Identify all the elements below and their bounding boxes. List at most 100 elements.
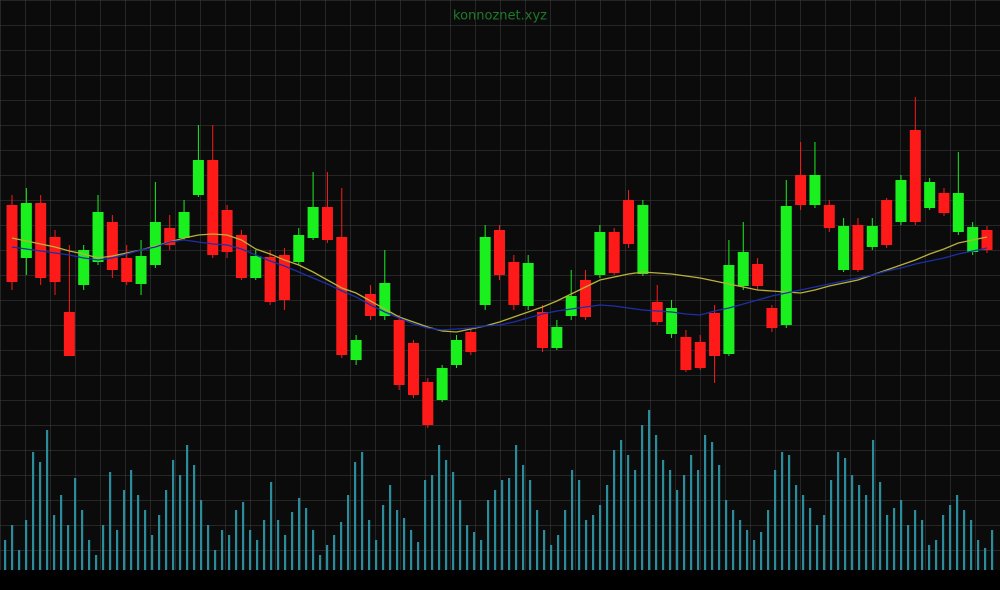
- volume-bar: [599, 505, 602, 570]
- volume-bar: [522, 465, 525, 570]
- volume-bar: [697, 470, 700, 570]
- volume-bar: [501, 480, 504, 570]
- volume-bar: [641, 425, 644, 570]
- candle-body: [92, 212, 104, 262]
- volume-bar: [326, 545, 329, 570]
- volume-bar: [312, 530, 315, 570]
- volume-bar: [340, 522, 343, 570]
- candle-body: [852, 225, 864, 270]
- volume-bar: [18, 550, 21, 570]
- volume-bar: [508, 478, 511, 570]
- volume-bar: [732, 510, 735, 570]
- candle-body: [823, 205, 835, 228]
- candle-body: [694, 342, 706, 368]
- volume-bar: [865, 495, 868, 570]
- volume-bar: [221, 530, 224, 570]
- volume-bar: [249, 530, 252, 570]
- volume-bar: [151, 535, 154, 570]
- volume-bar: [256, 540, 259, 570]
- volume-bar: [375, 540, 378, 570]
- candle-body: [465, 332, 477, 352]
- candle-body: [436, 368, 448, 400]
- candle-body: [623, 200, 635, 244]
- volume-bar: [627, 455, 630, 570]
- volume-bar: [473, 532, 476, 570]
- bottom-strip: [0, 570, 1000, 590]
- candle-body: [952, 193, 964, 232]
- volume-bar: [431, 475, 434, 570]
- volume-bar: [613, 450, 616, 570]
- volume-bar: [662, 460, 665, 570]
- volume-bar: [886, 515, 889, 570]
- volume-bar: [291, 512, 294, 570]
- volume-bar: [914, 510, 917, 570]
- volume-bar: [844, 458, 847, 570]
- volume-bar: [970, 520, 973, 570]
- volume-bar: [235, 510, 238, 570]
- candle-body: [479, 237, 491, 305]
- volume-bar: [333, 535, 336, 570]
- volume-bar: [214, 550, 217, 570]
- volume-bar: [4, 540, 7, 570]
- candle-body: [709, 313, 721, 356]
- volume-bar: [438, 445, 441, 570]
- volume-bar: [480, 540, 483, 570]
- candle-body: [795, 175, 807, 205]
- volume-bar: [711, 442, 714, 570]
- volume-bar: [74, 478, 77, 570]
- candle-body: [938, 193, 950, 213]
- candle-body: [766, 308, 778, 328]
- candle-body: [336, 237, 348, 355]
- volume-bar: [963, 510, 966, 570]
- volume-bar: [361, 452, 364, 570]
- candle-body: [895, 180, 907, 222]
- candle-body: [866, 226, 878, 247]
- volume-bar: [571, 470, 574, 570]
- volume-bar: [102, 525, 105, 570]
- candle-body: [250, 256, 262, 278]
- volume-bar: [781, 452, 784, 570]
- volume-bar: [851, 475, 854, 570]
- candle-body: [321, 207, 333, 240]
- volume-bar: [543, 530, 546, 570]
- candle-body: [737, 252, 749, 286]
- candle-body: [450, 340, 462, 365]
- volume-bar: [550, 545, 553, 570]
- volume-bar: [690, 455, 693, 570]
- volume-bar: [193, 465, 196, 570]
- candle-body: [264, 257, 276, 302]
- volume-bar: [417, 542, 420, 570]
- volume-bar: [200, 500, 203, 570]
- volume-bar: [858, 485, 861, 570]
- volume-bar: [536, 510, 539, 570]
- volume-bar: [928, 545, 931, 570]
- candle-body: [838, 226, 850, 270]
- candle-body: [221, 210, 233, 252]
- candle-body: [49, 237, 61, 282]
- candle-body: [121, 258, 133, 282]
- volume-bar: [676, 490, 679, 570]
- candle-body: [666, 308, 678, 334]
- volume-bar: [788, 455, 791, 570]
- volume-bar: [445, 460, 448, 570]
- volume-bar: [354, 462, 357, 570]
- volume-bar: [81, 510, 84, 570]
- volume-bar: [620, 440, 623, 570]
- candle-body: [135, 256, 147, 284]
- volume-bar: [515, 445, 518, 570]
- volume-bar: [137, 495, 140, 570]
- moving-average-line: [11, 239, 988, 331]
- volume-bar: [158, 515, 161, 570]
- volume-bar: [872, 440, 875, 570]
- volume-bar: [270, 482, 273, 570]
- candle-body: [164, 228, 176, 245]
- chart-title: konnoznet.xyz: [453, 9, 547, 24]
- volume-bar: [123, 490, 126, 570]
- volume-bar: [277, 520, 280, 570]
- candle-body: [809, 175, 821, 205]
- volume-bar: [284, 535, 287, 570]
- candle-body: [594, 232, 606, 275]
- volume-bar: [760, 532, 763, 570]
- volume-bar: [816, 525, 819, 570]
- volume-bar: [424, 480, 427, 570]
